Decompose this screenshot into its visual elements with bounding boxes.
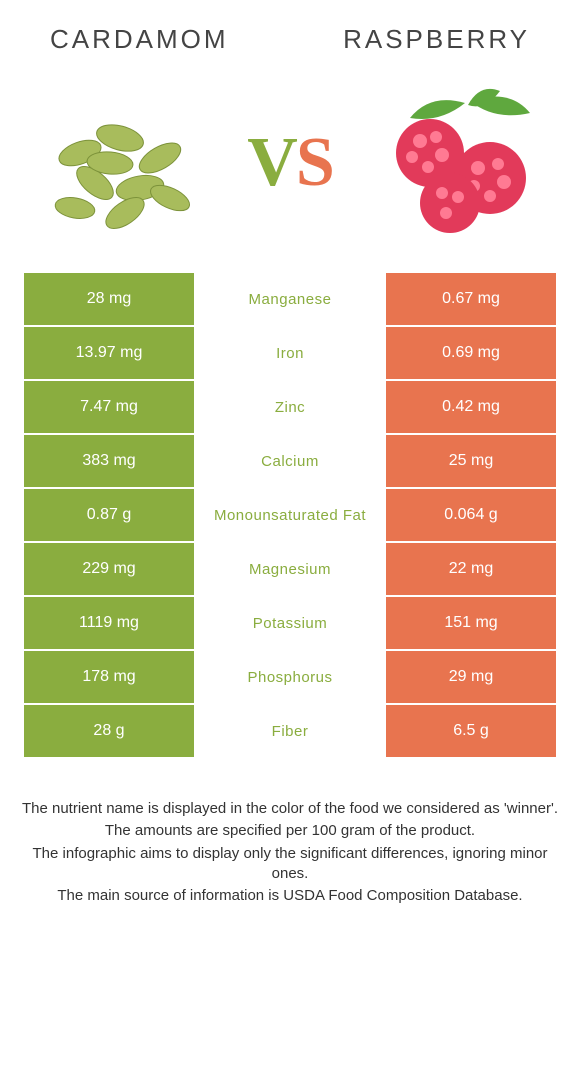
left-value: 28 mg xyxy=(24,273,194,325)
left-value: 229 mg xyxy=(24,543,194,595)
title-right: RASPBERRY xyxy=(343,24,530,55)
left-value: 178 mg xyxy=(24,651,194,703)
table-row: 0.87 gMonounsaturated fat0.064 g xyxy=(24,489,556,543)
nutrient-label: Magnesium xyxy=(194,543,386,595)
title-left: CARDAMOM xyxy=(50,24,229,55)
footer-line: The infographic aims to display only the… xyxy=(20,844,560,885)
right-value: 29 mg xyxy=(386,651,556,703)
right-value: 22 mg xyxy=(386,543,556,595)
vs-s: S xyxy=(296,124,333,201)
nutrient-label: Calcium xyxy=(194,435,386,487)
right-value: 0.69 mg xyxy=(386,327,556,379)
nutrient-label: Phosphorus xyxy=(194,651,386,703)
right-value: 6.5 g xyxy=(386,705,556,757)
nutrient-label: Zinc xyxy=(194,381,386,433)
right-value: 0.064 g xyxy=(386,489,556,541)
table-row: 13.97 mgIron0.69 mg xyxy=(24,327,556,381)
table-row: 1119 mgPotassium151 mg xyxy=(24,597,556,651)
nutrient-label: Potassium xyxy=(194,597,386,649)
title-row: CARDAMOM RASPBERRY xyxy=(0,0,580,65)
left-value: 1119 mg xyxy=(24,597,194,649)
raspberry-image xyxy=(370,83,550,243)
footer-line: The nutrient name is displayed in the co… xyxy=(20,799,560,819)
right-value: 25 mg xyxy=(386,435,556,487)
hero-row: VS xyxy=(0,65,580,273)
left-value: 383 mg xyxy=(24,435,194,487)
nutrient-label: Monounsaturated fat xyxy=(194,489,386,541)
infographic-container: CARDAMOM RASPBERRY VS xyxy=(0,0,580,1084)
cardamom-image xyxy=(30,83,210,243)
nutrient-label: Iron xyxy=(194,327,386,379)
nutrient-table: 28 mgManganese0.67 mg13.97 mgIron0.69 mg… xyxy=(0,273,580,759)
table-row: 28 gFiber6.5 g xyxy=(24,705,556,759)
right-value: 0.42 mg xyxy=(386,381,556,433)
nutrient-label: Manganese xyxy=(194,273,386,325)
right-value: 151 mg xyxy=(386,597,556,649)
footer-line: The main source of information is USDA F… xyxy=(20,886,560,906)
left-value: 13.97 mg xyxy=(24,327,194,379)
footer-notes: The nutrient name is displayed in the co… xyxy=(0,759,580,908)
right-value: 0.67 mg xyxy=(386,273,556,325)
vs-v: V xyxy=(247,124,296,201)
vs-label: VS xyxy=(247,123,333,203)
table-row: 7.47 mgZinc0.42 mg xyxy=(24,381,556,435)
table-row: 229 mgMagnesium22 mg xyxy=(24,543,556,597)
footer-line: The amounts are specified per 100 gram o… xyxy=(20,821,560,841)
table-row: 28 mgManganese0.67 mg xyxy=(24,273,556,327)
left-value: 28 g xyxy=(24,705,194,757)
nutrient-label: Fiber xyxy=(194,705,386,757)
table-row: 383 mgCalcium25 mg xyxy=(24,435,556,489)
left-value: 7.47 mg xyxy=(24,381,194,433)
left-value: 0.87 g xyxy=(24,489,194,541)
table-row: 178 mgPhosphorus29 mg xyxy=(24,651,556,705)
